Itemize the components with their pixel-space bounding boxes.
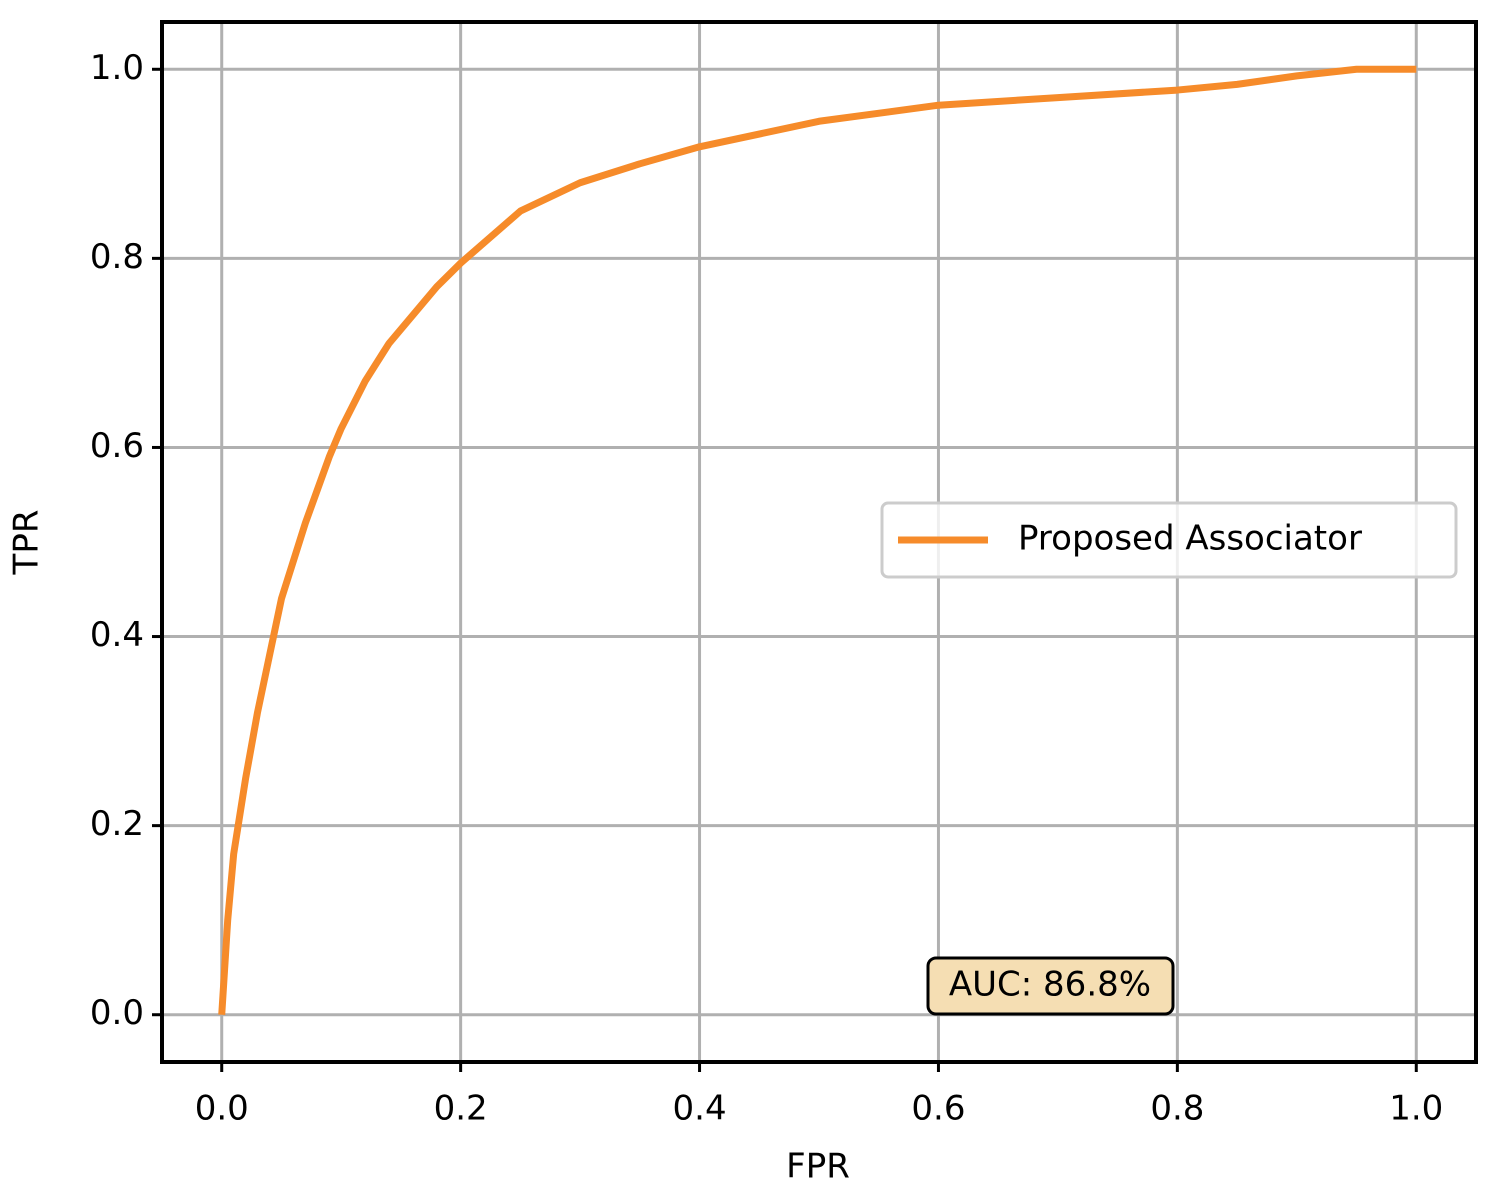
- legend-box: [880, 501, 1458, 579]
- x-tick-label: 1.0: [1389, 1089, 1443, 1129]
- y-tick-label: 0.2: [90, 804, 144, 844]
- y-axis-label: TPR: [7, 510, 47, 576]
- roc-line: [218, 65, 1417, 1015]
- y-tick-label: 0.6: [90, 426, 144, 466]
- x-tick-label: 0.2: [434, 1089, 488, 1129]
- plot-frame: [160, 20, 1478, 1064]
- x-tick-label: 0.4: [673, 1089, 727, 1129]
- x-tick-label: 0.0: [195, 1089, 249, 1129]
- annotation-box: [926, 956, 1175, 1016]
- legend-label: Proposed Associator: [1018, 519, 1362, 559]
- y-tick-label: 0.4: [90, 615, 144, 655]
- y-tick-label: 0.8: [90, 237, 144, 277]
- y-tick-label: 1.0: [90, 48, 144, 88]
- x-tick-label: 0.8: [1150, 1089, 1204, 1129]
- x-tick-label: 0.6: [911, 1089, 965, 1129]
- y-tick-label: 0.0: [90, 993, 144, 1033]
- x-axis-label: FPR: [786, 1147, 850, 1187]
- annotation: AUC: 86.8%: [949, 965, 1151, 1005]
